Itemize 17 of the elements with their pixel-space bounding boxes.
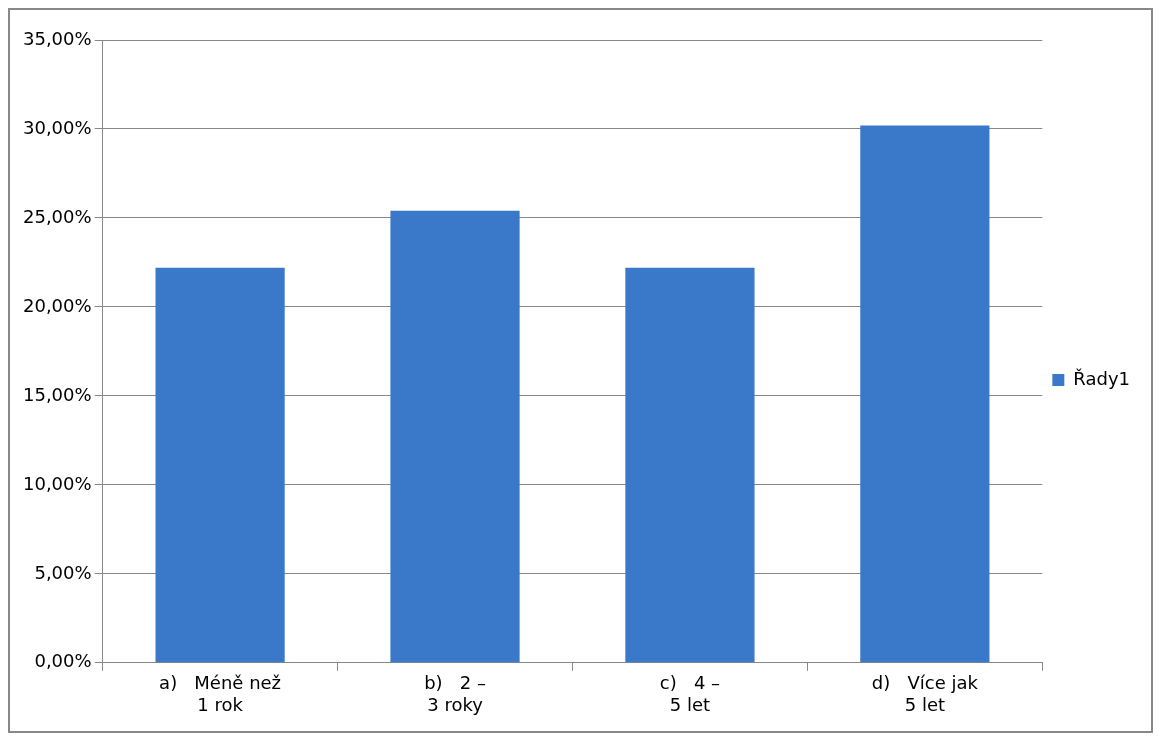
bar [625, 267, 755, 663]
y-tick-label: 0,00% [34, 650, 92, 672]
y-tick-label: 25,00% [22, 205, 92, 227]
y-tick-label: 30,00% [22, 116, 92, 138]
legend-label: Řady1 [1073, 367, 1130, 389]
bar [155, 267, 285, 663]
x-tick-label: c) 4 – 5 let [659, 672, 721, 715]
y-tick-label: 15,00% [22, 383, 92, 405]
bar [390, 210, 520, 663]
y-tick-label: 20,00% [22, 294, 92, 316]
y-tick-label: 35,00% [22, 27, 92, 49]
x-tick-label: b) 2 – 3 roky [424, 672, 486, 715]
x-tick-label: a) Méně než 1 rok [159, 672, 282, 715]
y-tick-label: 10,00% [22, 472, 92, 494]
x-tick-label: d) Více jak 5 let [871, 672, 979, 715]
bar [860, 125, 990, 663]
y-tick-label: 5,00% [34, 561, 92, 583]
